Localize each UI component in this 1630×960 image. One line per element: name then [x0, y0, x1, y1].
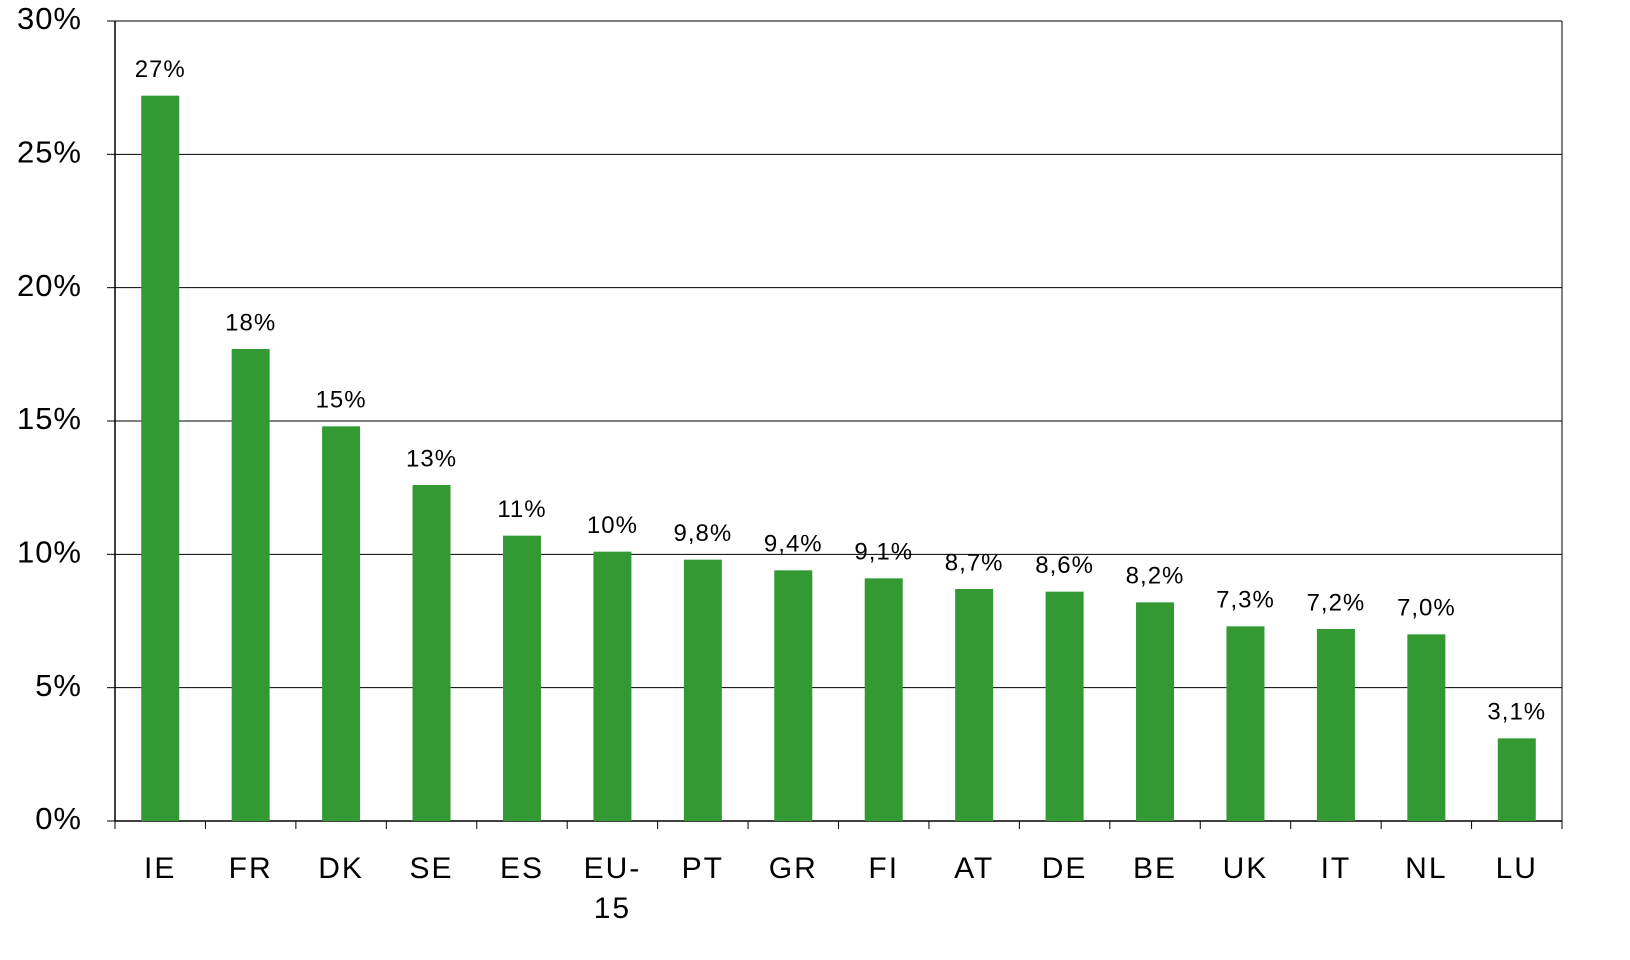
value-label: 8,7% — [945, 549, 1004, 576]
x-tick-label: FI — [868, 852, 900, 885]
value-label: 15% — [316, 387, 367, 414]
x-tick-label: DE — [1041, 852, 1088, 885]
y-tick-label: 20% — [17, 268, 82, 303]
value-label: 7,2% — [1307, 589, 1366, 616]
value-label: 9,1% — [854, 539, 913, 566]
y-tick-label: 25% — [17, 135, 82, 170]
bar — [141, 95, 180, 821]
bar — [502, 535, 541, 821]
value-label: 3,1% — [1487, 699, 1546, 726]
value-label: 10% — [587, 512, 638, 539]
x-tick-label: NL — [1405, 852, 1448, 885]
x-tick-label: UK — [1222, 852, 1269, 885]
value-label: 8,2% — [1126, 563, 1185, 590]
value-label: 27% — [135, 56, 186, 83]
value-label: 8,6% — [1035, 552, 1094, 579]
x-tick-label: SE — [409, 852, 454, 885]
bar — [955, 589, 994, 821]
x-tick-label: LU — [1495, 852, 1538, 885]
bar — [1497, 738, 1536, 821]
bar — [322, 426, 361, 821]
bar — [774, 570, 813, 821]
x-tick-label: AT — [954, 852, 995, 885]
x-tick-label: GR — [768, 852, 818, 885]
x-tick-label: BE — [1133, 852, 1178, 885]
bar — [683, 559, 722, 821]
value-label: 7,0% — [1397, 595, 1456, 622]
bar — [231, 349, 270, 821]
bar — [1136, 602, 1175, 821]
y-tick-label: 0% — [35, 801, 82, 836]
y-tick-label: 5% — [35, 668, 82, 703]
x-tick-label: DK — [318, 852, 364, 885]
value-label: 7,3% — [1216, 587, 1275, 614]
bar — [1407, 634, 1446, 821]
x-tick-label: PT — [681, 852, 725, 885]
bar — [1226, 626, 1265, 821]
bar — [412, 485, 451, 821]
x-tick-label: EU-15 — [583, 852, 642, 925]
bar — [593, 551, 632, 821]
x-tick-label: FR — [228, 852, 273, 885]
bar — [864, 578, 903, 821]
value-label: 13% — [406, 445, 457, 472]
y-tick-label: 15% — [17, 401, 82, 436]
y-tick-label: 10% — [17, 535, 82, 570]
bar — [1045, 591, 1084, 821]
x-tick-label: IT — [1320, 852, 1352, 885]
bar — [1316, 629, 1355, 821]
value-label: 9,4% — [764, 531, 823, 558]
value-label: 11% — [497, 496, 546, 523]
value-label: 9,8% — [673, 520, 732, 547]
x-tick-label: ES — [499, 852, 544, 885]
x-tick-label: IE — [144, 852, 177, 885]
value-label: 18% — [225, 309, 276, 336]
y-tick-label: 30% — [17, 1, 82, 36]
